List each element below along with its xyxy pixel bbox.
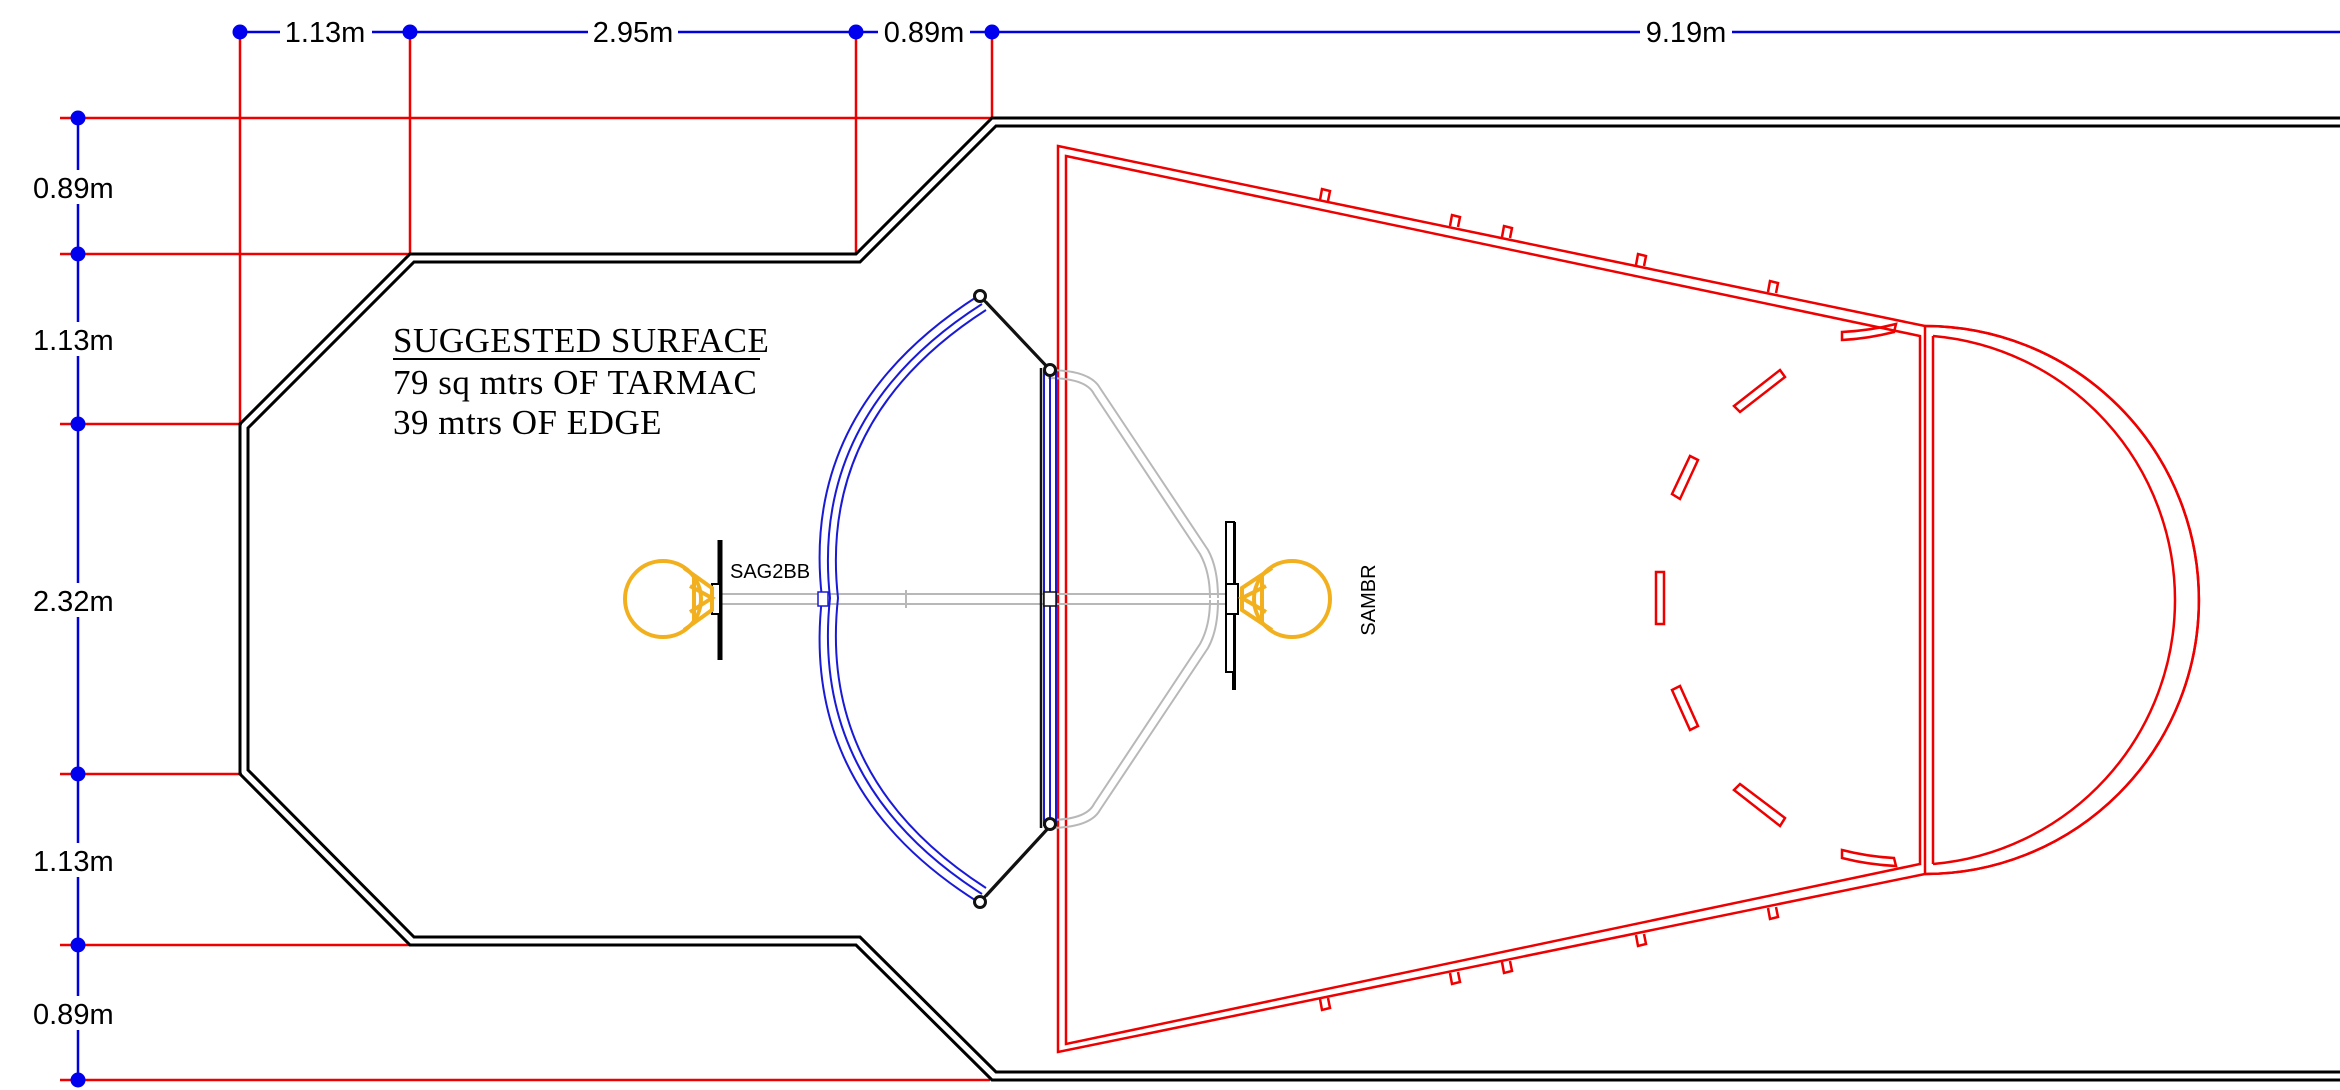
dimension-node [848, 24, 864, 40]
court-markings [1056, 144, 2201, 1054]
left-equipment-label: SAG2BB [730, 561, 810, 583]
note-line-edge: 39 mtrs OF EDGE [393, 403, 662, 442]
dimension-node [984, 24, 1000, 40]
side-dimension-line: 0.89m 1.13m 2.32m 1.13m 0.89m [30, 110, 124, 1088]
left-hoop-unit: SAG2BB [623, 540, 810, 660]
extension-lines [60, 32, 994, 1082]
right-equipment-label: SAMBR [1358, 564, 1380, 635]
top-dimension-line: 1.13m 2.95m 0.89m 9.19m [232, 14, 2340, 49]
surface-edge-outline [238, 116, 2340, 1082]
dimension-node [70, 937, 86, 953]
top-dimension-label: 9.19m [1646, 17, 1727, 49]
hoop-ring [623, 559, 703, 639]
dimension-node [70, 416, 86, 432]
brace-joints [973, 289, 1057, 909]
dashed-semicircle [1654, 322, 1898, 868]
side-dimension-label: 0.89m [33, 173, 114, 205]
dimension-node [402, 24, 418, 40]
side-dimension-label: 2.32m [33, 586, 114, 618]
top-dimension-label: 0.89m [884, 17, 965, 49]
top-dimension-label: 1.13m [285, 17, 366, 49]
side-dimension-label: 1.13m [33, 325, 114, 357]
dimension-node [70, 1072, 86, 1088]
top-dimension-label: 2.95m [593, 17, 674, 49]
bench-frame [818, 295, 1057, 903]
surface-note: SUGGESTED SURFACE 79 sq mtrs OF TARMAC 3… [393, 321, 769, 442]
black-braces [978, 294, 1056, 904]
dimension-node [70, 110, 86, 126]
right-hoop-unit: SAMBR [1225, 521, 1380, 690]
dimension-node [70, 246, 86, 262]
side-dimension-label: 1.13m [33, 846, 114, 878]
key-outline-inner [1064, 154, 1922, 1046]
dimension-node [232, 24, 248, 40]
note-title: SUGGESTED SURFACE [393, 321, 769, 360]
note-line-tarmac: 79 sq mtrs OF TARMAC [393, 363, 757, 402]
hoop-ring [1252, 559, 1332, 639]
free-throw-circle-outer [1924, 324, 2201, 876]
free-throw-circle-inner [1932, 334, 2177, 866]
side-dimension-label: 0.89m [33, 999, 114, 1031]
dimension-node [70, 766, 86, 782]
support-frame [720, 369, 1232, 829]
